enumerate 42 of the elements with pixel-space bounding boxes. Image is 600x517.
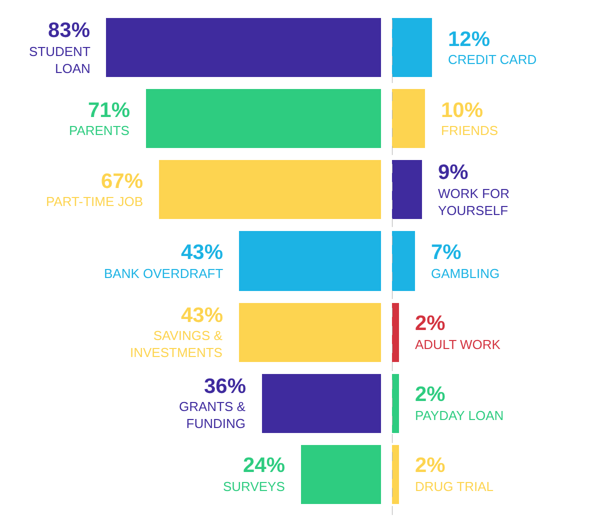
- bar: [392, 445, 399, 504]
- data-label: 10%: [441, 99, 484, 122]
- category-label: WORK FOR YOURSELF: [438, 186, 510, 218]
- category-label: CREDIT CARD: [448, 52, 537, 67]
- bar: [106, 18, 381, 77]
- category-label: GAMBLING: [431, 266, 500, 281]
- bar: [301, 445, 381, 504]
- category-label: GRANTS & FUNDING: [179, 399, 246, 431]
- data-label: 24%: [243, 454, 286, 477]
- data-label: 43%: [181, 304, 224, 327]
- category-label: DRUG TRIAL: [415, 479, 494, 494]
- bar: [146, 89, 381, 148]
- data-label: 83%: [48, 19, 90, 42]
- category-label: PART-TIME JOB: [46, 194, 144, 209]
- data-label: 7%: [431, 241, 462, 264]
- bar: [392, 160, 422, 219]
- data-label: 67%: [101, 170, 144, 193]
- category-label: FRIENDS: [441, 123, 498, 138]
- data-label: 43%: [181, 241, 224, 264]
- data-label: 2%: [415, 454, 446, 477]
- data-label: 2%: [415, 312, 446, 335]
- bar: [159, 160, 381, 219]
- category-label: PAYDAY LOAN: [415, 408, 504, 423]
- bar: [392, 303, 399, 362]
- bar: [239, 231, 381, 291]
- data-label: 71%: [88, 99, 130, 122]
- category-label: PARENTS: [69, 123, 130, 138]
- bar: [392, 18, 432, 77]
- bar: [392, 374, 399, 433]
- bar: [262, 374, 381, 433]
- bar: [239, 303, 381, 362]
- data-label: 2%: [415, 383, 446, 406]
- category-label: SURVEYS: [223, 479, 285, 494]
- bar: [392, 231, 415, 291]
- data-label: 36%: [204, 375, 246, 398]
- category-label: BANK OVERDRAFT: [104, 266, 224, 281]
- category-label: SAVINGS & INVESTMENTS: [130, 328, 222, 360]
- data-label: 9%: [438, 161, 469, 184]
- bar: [392, 89, 425, 148]
- category-label: ADULT WORK: [415, 337, 500, 352]
- category-label: STUDENT LOAN: [29, 44, 90, 76]
- data-label: 12%: [448, 28, 490, 51]
